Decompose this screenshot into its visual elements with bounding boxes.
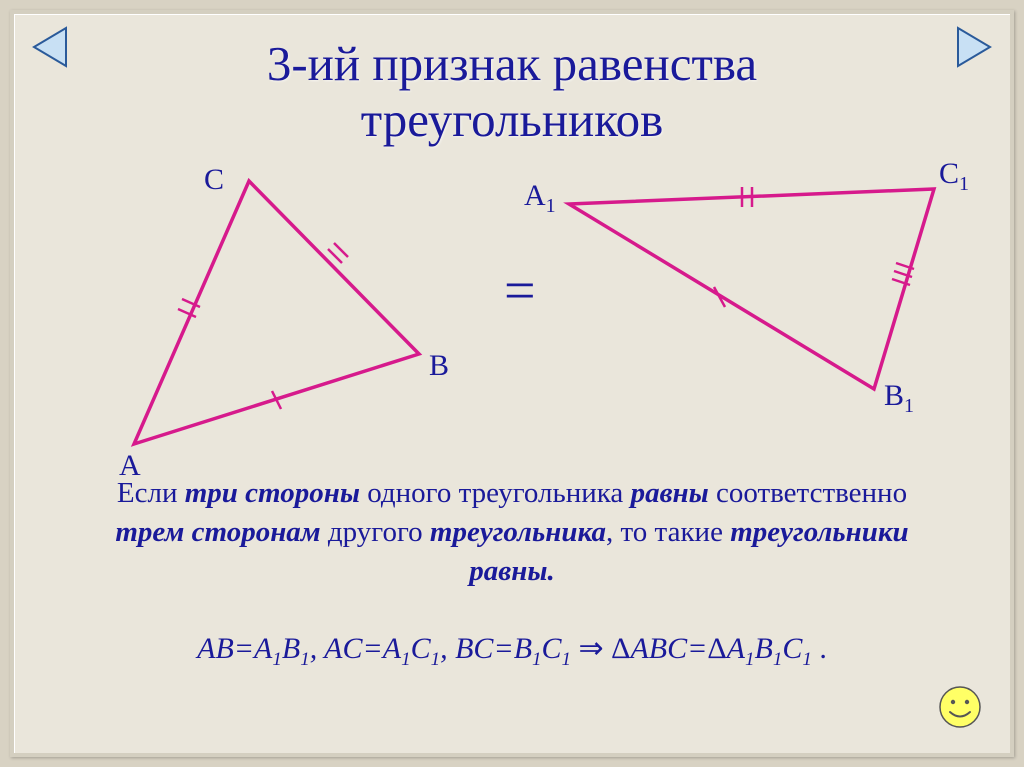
- title-line-2: треугольников: [361, 92, 663, 147]
- label-a: А: [119, 449, 141, 483]
- th-6: трем сторонам: [115, 516, 320, 548]
- f-s8: 1: [773, 649, 783, 670]
- arrow-left-icon: [28, 24, 74, 70]
- f-tri1: ABC=: [630, 632, 707, 665]
- th-5: соответственно: [709, 477, 907, 509]
- th-4: равны: [631, 477, 709, 509]
- f-s4: 1: [431, 649, 441, 670]
- label-b1-base: В: [884, 379, 904, 412]
- f-s5: 1: [532, 649, 542, 670]
- arrow-right-icon: [950, 24, 996, 70]
- next-slide-button[interactable]: [950, 24, 996, 70]
- f-s1: 1: [272, 649, 282, 670]
- label-a1-base: А: [524, 179, 546, 212]
- smiley-icon: [938, 685, 982, 729]
- f-s6: 1: [562, 649, 572, 670]
- label-a1: А1: [524, 179, 556, 218]
- ticks-bc: [322, 243, 348, 269]
- f-s9: 1: [802, 649, 812, 670]
- f-period: .: [812, 632, 827, 665]
- delta1-icon: Δ: [611, 632, 630, 665]
- f-tri3: B: [755, 632, 773, 665]
- f-p3: , AC=A: [310, 632, 401, 665]
- equals-symbol: =: [504, 259, 536, 323]
- th-10: треугольники: [730, 516, 908, 548]
- theorem-text: Если три стороны одного треугольника рав…: [49, 474, 975, 591]
- f-s2: 1: [300, 649, 310, 670]
- th-11: равны.: [469, 555, 554, 587]
- label-c1-sub: 1: [959, 173, 969, 195]
- f-p4: C: [411, 632, 431, 665]
- triangle-a1b1c1: [569, 189, 934, 389]
- th-9: , то такие: [606, 516, 730, 548]
- formula-text: AB=A1B1, AC=A1C1, BC=B1C1 ⇒ ΔABC=ΔA1B1C1…: [14, 631, 1010, 671]
- th-7: другого: [321, 516, 430, 548]
- f-p2: B: [282, 632, 300, 665]
- slide: 3-ий признак равенства треугольников: [10, 10, 1014, 757]
- label-b1-sub: 1: [904, 395, 914, 417]
- f-s3: 1: [401, 649, 411, 670]
- label-c1: С1: [939, 157, 969, 196]
- th-3: одного треугольника: [360, 477, 631, 509]
- label-b: В: [429, 349, 449, 383]
- smiley-button[interactable]: [938, 685, 982, 729]
- slide-title: 3-ий признак равенства треугольников: [14, 36, 1010, 149]
- f-tri2: A: [727, 632, 745, 665]
- label-c1-base: С: [939, 157, 959, 190]
- title-line-1: 3-ий признак равенства: [267, 36, 757, 91]
- f-tri4: C: [782, 632, 802, 665]
- f-p6: C: [542, 632, 562, 665]
- f-s7: 1: [745, 649, 755, 670]
- triangle-abc: [134, 181, 419, 444]
- delta2-icon: Δ: [707, 632, 726, 665]
- triangles-diagram: А В С А1 В1 С1 =: [14, 159, 1010, 459]
- label-a1-sub: 1: [546, 195, 556, 217]
- th-8: треугольника: [430, 516, 606, 548]
- label-c: С: [204, 163, 224, 197]
- prev-slide-button[interactable]: [28, 24, 74, 70]
- outer-frame: 3-ий признак равенства треугольников: [0, 0, 1024, 767]
- f-p1: AB=A: [197, 632, 272, 665]
- f-implies: ⇒: [579, 632, 612, 665]
- th-2: три стороны: [185, 477, 360, 509]
- label-b1: В1: [884, 379, 914, 418]
- f-p5: , BC=B: [440, 632, 532, 665]
